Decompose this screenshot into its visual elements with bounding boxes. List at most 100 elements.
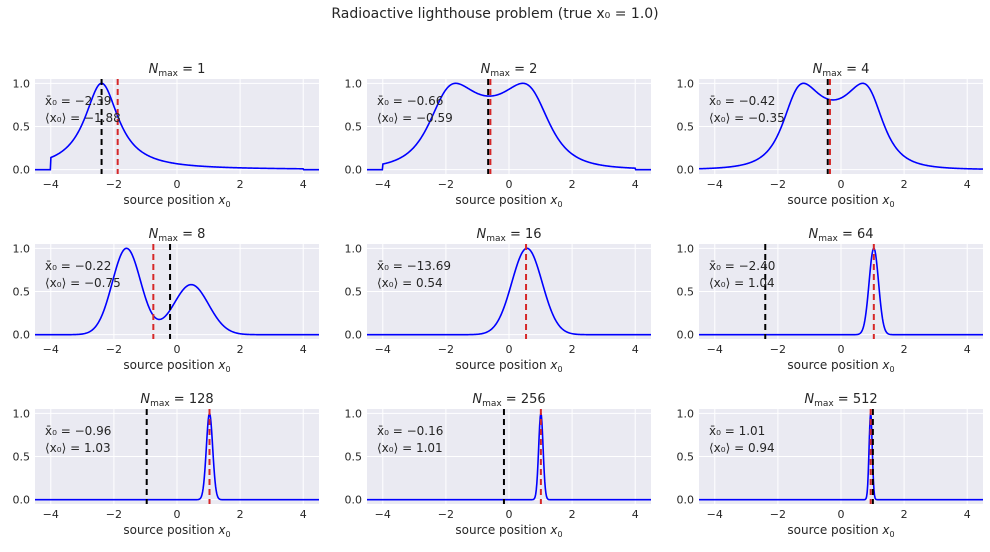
x-tick-label: 2 bbox=[569, 343, 576, 356]
y-tick-label: 1.0 bbox=[677, 407, 695, 420]
y-tick-label: 0.0 bbox=[345, 494, 363, 507]
x-axis-label: source position x0 bbox=[123, 523, 230, 539]
y-tick-label: 1.0 bbox=[13, 407, 31, 420]
posterior-curve bbox=[35, 82, 319, 171]
x-tick-label: 2 bbox=[901, 178, 908, 191]
annotation-sample-mean: x̄₀ = −0.16 bbox=[377, 424, 443, 438]
posterior-curve bbox=[35, 411, 319, 501]
y-tick-label: 1.0 bbox=[677, 77, 695, 90]
figure-title: Radioactive lighthouse problem (true x₀ … bbox=[331, 6, 659, 22]
x-axis-label: source position x0 bbox=[787, 358, 894, 374]
x-axis-label: source position x0 bbox=[455, 523, 562, 539]
subplot-9: −4 −2 0 2 4 0.0 0.5 1.0 source position x0 Nmax =… bbox=[677, 392, 983, 539]
subplot-1: −4 −2 0 2 4 0.0 0.5 1.0 source position x0 Nmax =… bbox=[13, 62, 319, 209]
subplot-5: −4 −2 0 2 4 0.0 0.5 1.0 source position x0 Nmax =… bbox=[345, 227, 651, 374]
x-axis-label: source position x0 bbox=[123, 358, 230, 374]
annotation-posterior-mean: ⟨x₀⟩ = −1.88 bbox=[45, 111, 121, 125]
x-tick-label: 0 bbox=[838, 343, 845, 356]
x-tick-label: −2 bbox=[438, 508, 454, 521]
x-tick-label: −2 bbox=[770, 343, 786, 356]
y-tick-label: 0.0 bbox=[677, 494, 695, 507]
annotation-sample-mean: x̄₀ = −2.39 bbox=[45, 94, 111, 108]
x-axis-label: source position x0 bbox=[123, 193, 230, 209]
annotation-sample-mean: x̄₀ = 1.01 bbox=[709, 424, 765, 438]
annotation-sample-mean: x̄₀ = −13.69 bbox=[377, 259, 451, 273]
x-tick-label: −2 bbox=[106, 508, 122, 521]
x-tick-label: −4 bbox=[375, 508, 391, 521]
y-tick-label: 0.0 bbox=[345, 164, 363, 177]
x-tick-label: 2 bbox=[237, 508, 244, 521]
x-tick-label: 2 bbox=[237, 178, 244, 191]
x-tick-label: 4 bbox=[300, 178, 307, 191]
subplot-7: −4 −2 0 2 4 0.0 0.5 1.0 source position x0 Nmax =… bbox=[13, 392, 319, 539]
y-tick-label: 1.0 bbox=[345, 242, 363, 255]
y-tick-label: 0.0 bbox=[345, 329, 363, 342]
x-tick-label: 0 bbox=[174, 508, 181, 521]
posterior-curve bbox=[35, 247, 319, 336]
x-tick-label: 2 bbox=[901, 343, 908, 356]
x-tick-label: −2 bbox=[438, 343, 454, 356]
annotation-posterior-mean: ⟨x₀⟩ = −0.75 bbox=[45, 276, 121, 290]
annotation-sample-mean: x̄₀ = −0.66 bbox=[377, 94, 443, 108]
x-tick-label: 4 bbox=[964, 343, 971, 356]
posterior-curve bbox=[367, 82, 651, 171]
y-tick-label: 0.5 bbox=[13, 286, 31, 299]
x-tick-label: 4 bbox=[632, 178, 639, 191]
annotation-sample-mean: x̄₀ = −0.22 bbox=[45, 259, 111, 273]
y-tick-label: 0.5 bbox=[677, 451, 695, 464]
posterior-curve bbox=[699, 413, 983, 501]
subplot-6: −4 −2 0 2 4 0.0 0.5 1.0 source position x0 Nmax =… bbox=[677, 227, 983, 374]
annotation-posterior-mean: ⟨x₀⟩ = −0.59 bbox=[377, 111, 453, 125]
x-tick-label: −4 bbox=[375, 178, 391, 191]
annotation-sample-mean: x̄₀ = −0.96 bbox=[45, 424, 111, 438]
x-tick-label: −2 bbox=[770, 508, 786, 521]
y-tick-label: 0.5 bbox=[13, 121, 31, 134]
x-tick-label: 2 bbox=[901, 508, 908, 521]
y-tick-label: 0.0 bbox=[13, 494, 31, 507]
x-tick-label: 4 bbox=[964, 178, 971, 191]
y-tick-label: 0.5 bbox=[677, 121, 695, 134]
x-tick-label: 0 bbox=[506, 508, 513, 521]
subplot-title: Nmax = 16 bbox=[476, 227, 541, 244]
subplot-title: Nmax = 512 bbox=[804, 392, 877, 409]
subplot-title: Nmax = 8 bbox=[149, 227, 206, 244]
x-tick-label: 4 bbox=[964, 508, 971, 521]
annotation-posterior-mean: ⟨x₀⟩ = 1.01 bbox=[377, 441, 443, 455]
x-tick-label: −2 bbox=[770, 178, 786, 191]
x-tick-label: 4 bbox=[632, 343, 639, 356]
posterior-curve bbox=[699, 247, 983, 336]
y-tick-label: 1.0 bbox=[677, 242, 695, 255]
annotation-posterior-mean: ⟨x₀⟩ = 1.04 bbox=[709, 276, 775, 290]
x-tick-label: −2 bbox=[106, 343, 122, 356]
annotation-sample-mean: x̄₀ = −0.42 bbox=[709, 94, 775, 108]
x-tick-label: 2 bbox=[237, 343, 244, 356]
y-tick-label: 0.0 bbox=[13, 164, 31, 177]
annotation-posterior-mean: ⟨x₀⟩ = 0.94 bbox=[709, 441, 775, 455]
x-tick-label: −2 bbox=[438, 178, 454, 191]
y-tick-label: 0.0 bbox=[677, 329, 695, 342]
y-tick-label: 1.0 bbox=[345, 77, 363, 90]
annotation-posterior-mean: ⟨x₀⟩ = 0.54 bbox=[377, 276, 443, 290]
annotation-posterior-mean: ⟨x₀⟩ = 1.03 bbox=[45, 441, 111, 455]
y-tick-label: 1.0 bbox=[13, 77, 31, 90]
x-tick-label: 0 bbox=[174, 343, 181, 356]
y-tick-label: 0.5 bbox=[345, 286, 363, 299]
x-tick-label: 0 bbox=[838, 178, 845, 191]
subplot-title: Nmax = 256 bbox=[472, 392, 545, 409]
x-tick-label: 0 bbox=[506, 178, 513, 191]
x-tick-label: −4 bbox=[43, 343, 59, 356]
x-tick-label: −4 bbox=[707, 343, 723, 356]
posterior-curve bbox=[367, 247, 651, 336]
posterior-curve bbox=[699, 82, 983, 170]
y-tick-label: 0.5 bbox=[345, 451, 363, 464]
subplot-4: −4 −2 0 2 4 0.0 0.5 1.0 source position x0 Nmax =… bbox=[13, 227, 319, 374]
subplot-8: −4 −2 0 2 4 0.0 0.5 1.0 source position x0 Nmax =… bbox=[345, 392, 651, 539]
x-tick-label: −4 bbox=[43, 508, 59, 521]
x-tick-label: −4 bbox=[707, 508, 723, 521]
subplot-title: Nmax = 128 bbox=[140, 392, 213, 409]
x-tick-label: 0 bbox=[506, 343, 513, 356]
subplot-2: −4 −2 0 2 4 0.0 0.5 1.0 source position x0 Nmax =… bbox=[345, 62, 651, 209]
subplot-title: Nmax = 4 bbox=[813, 62, 870, 79]
